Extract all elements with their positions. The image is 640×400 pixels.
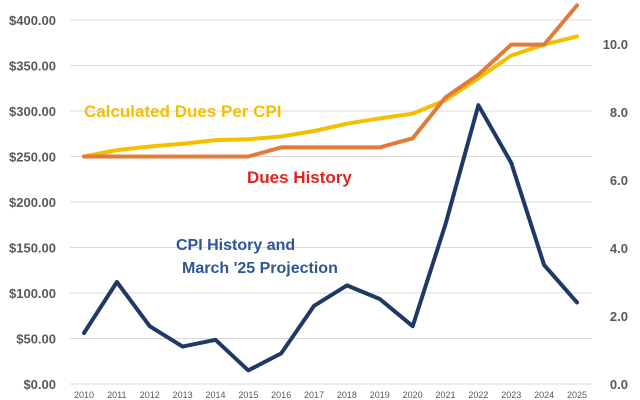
y-left-tick-label: $150.00 [9,241,56,256]
series-lines [82,3,579,373]
x-tick-label: 2016 [271,390,291,400]
x-tick-label: 2012 [140,390,160,400]
y-left-tick-label: $400.00 [9,13,56,28]
dues-history-annotation: Dues History [247,168,352,187]
x-tick-label: 2010 [74,390,94,400]
left-axis-ticks: $0.00 $50.00 $100.00 $150.00 $200.00 $250.00 $… [9,13,56,392]
x-tick-label: 2013 [173,390,193,400]
x-axis-ticks: 2010 2011 2012 2013 2014 2015 2016 2017 2018 2019… [74,390,587,400]
series-line-calc [82,34,579,159]
x-tick-label: 2017 [304,390,324,400]
y-right-tick-label: 0.0 [610,377,628,392]
y-left-tick-label: $0.00 [23,377,56,392]
y-right-tick-label: 8.0 [610,105,628,120]
y-left-tick-label: $100.00 [9,286,56,301]
x-tick-label: 2018 [337,390,357,400]
x-tick-label: 2014 [205,390,225,400]
cpi-annotation-line2: March '25 Projection [182,260,338,277]
x-tick-label: 2023 [501,390,521,400]
x-tick-label: 2015 [238,390,258,400]
x-tick-label: 2020 [403,390,423,400]
x-tick-label: 2025 [567,390,587,400]
y-left-tick-label: $300.00 [9,104,56,119]
right-axis-ticks: 0.0 2.0 4.0 6.0 8.0 10.0 [603,37,628,392]
y-left-tick-label: $200.00 [9,195,56,210]
y-right-tick-label: 4.0 [610,241,628,256]
y-left-tick-label: $350.00 [9,59,56,74]
cpi-annotation-line1: CPI History and [176,237,295,254]
series-line-dues [82,3,579,159]
y-right-tick-label: 6.0 [610,173,628,188]
x-tick-label: 2019 [370,390,390,400]
y-right-tick-label: 10.0 [603,37,628,52]
calc-dues-annotation: Calculated Dues Per CPI [84,102,281,121]
y-left-tick-label: $50.00 [16,332,56,347]
x-tick-label: 2024 [534,390,554,400]
gridlines [70,19,592,385]
series-line-cpi [82,103,579,373]
x-tick-label: 2022 [468,390,488,400]
x-tick-label: 2021 [436,390,456,400]
x-tick-label: 2011 [107,390,126,400]
y-left-tick-label: $250.00 [9,150,56,165]
y-right-tick-label: 2.0 [610,309,628,324]
